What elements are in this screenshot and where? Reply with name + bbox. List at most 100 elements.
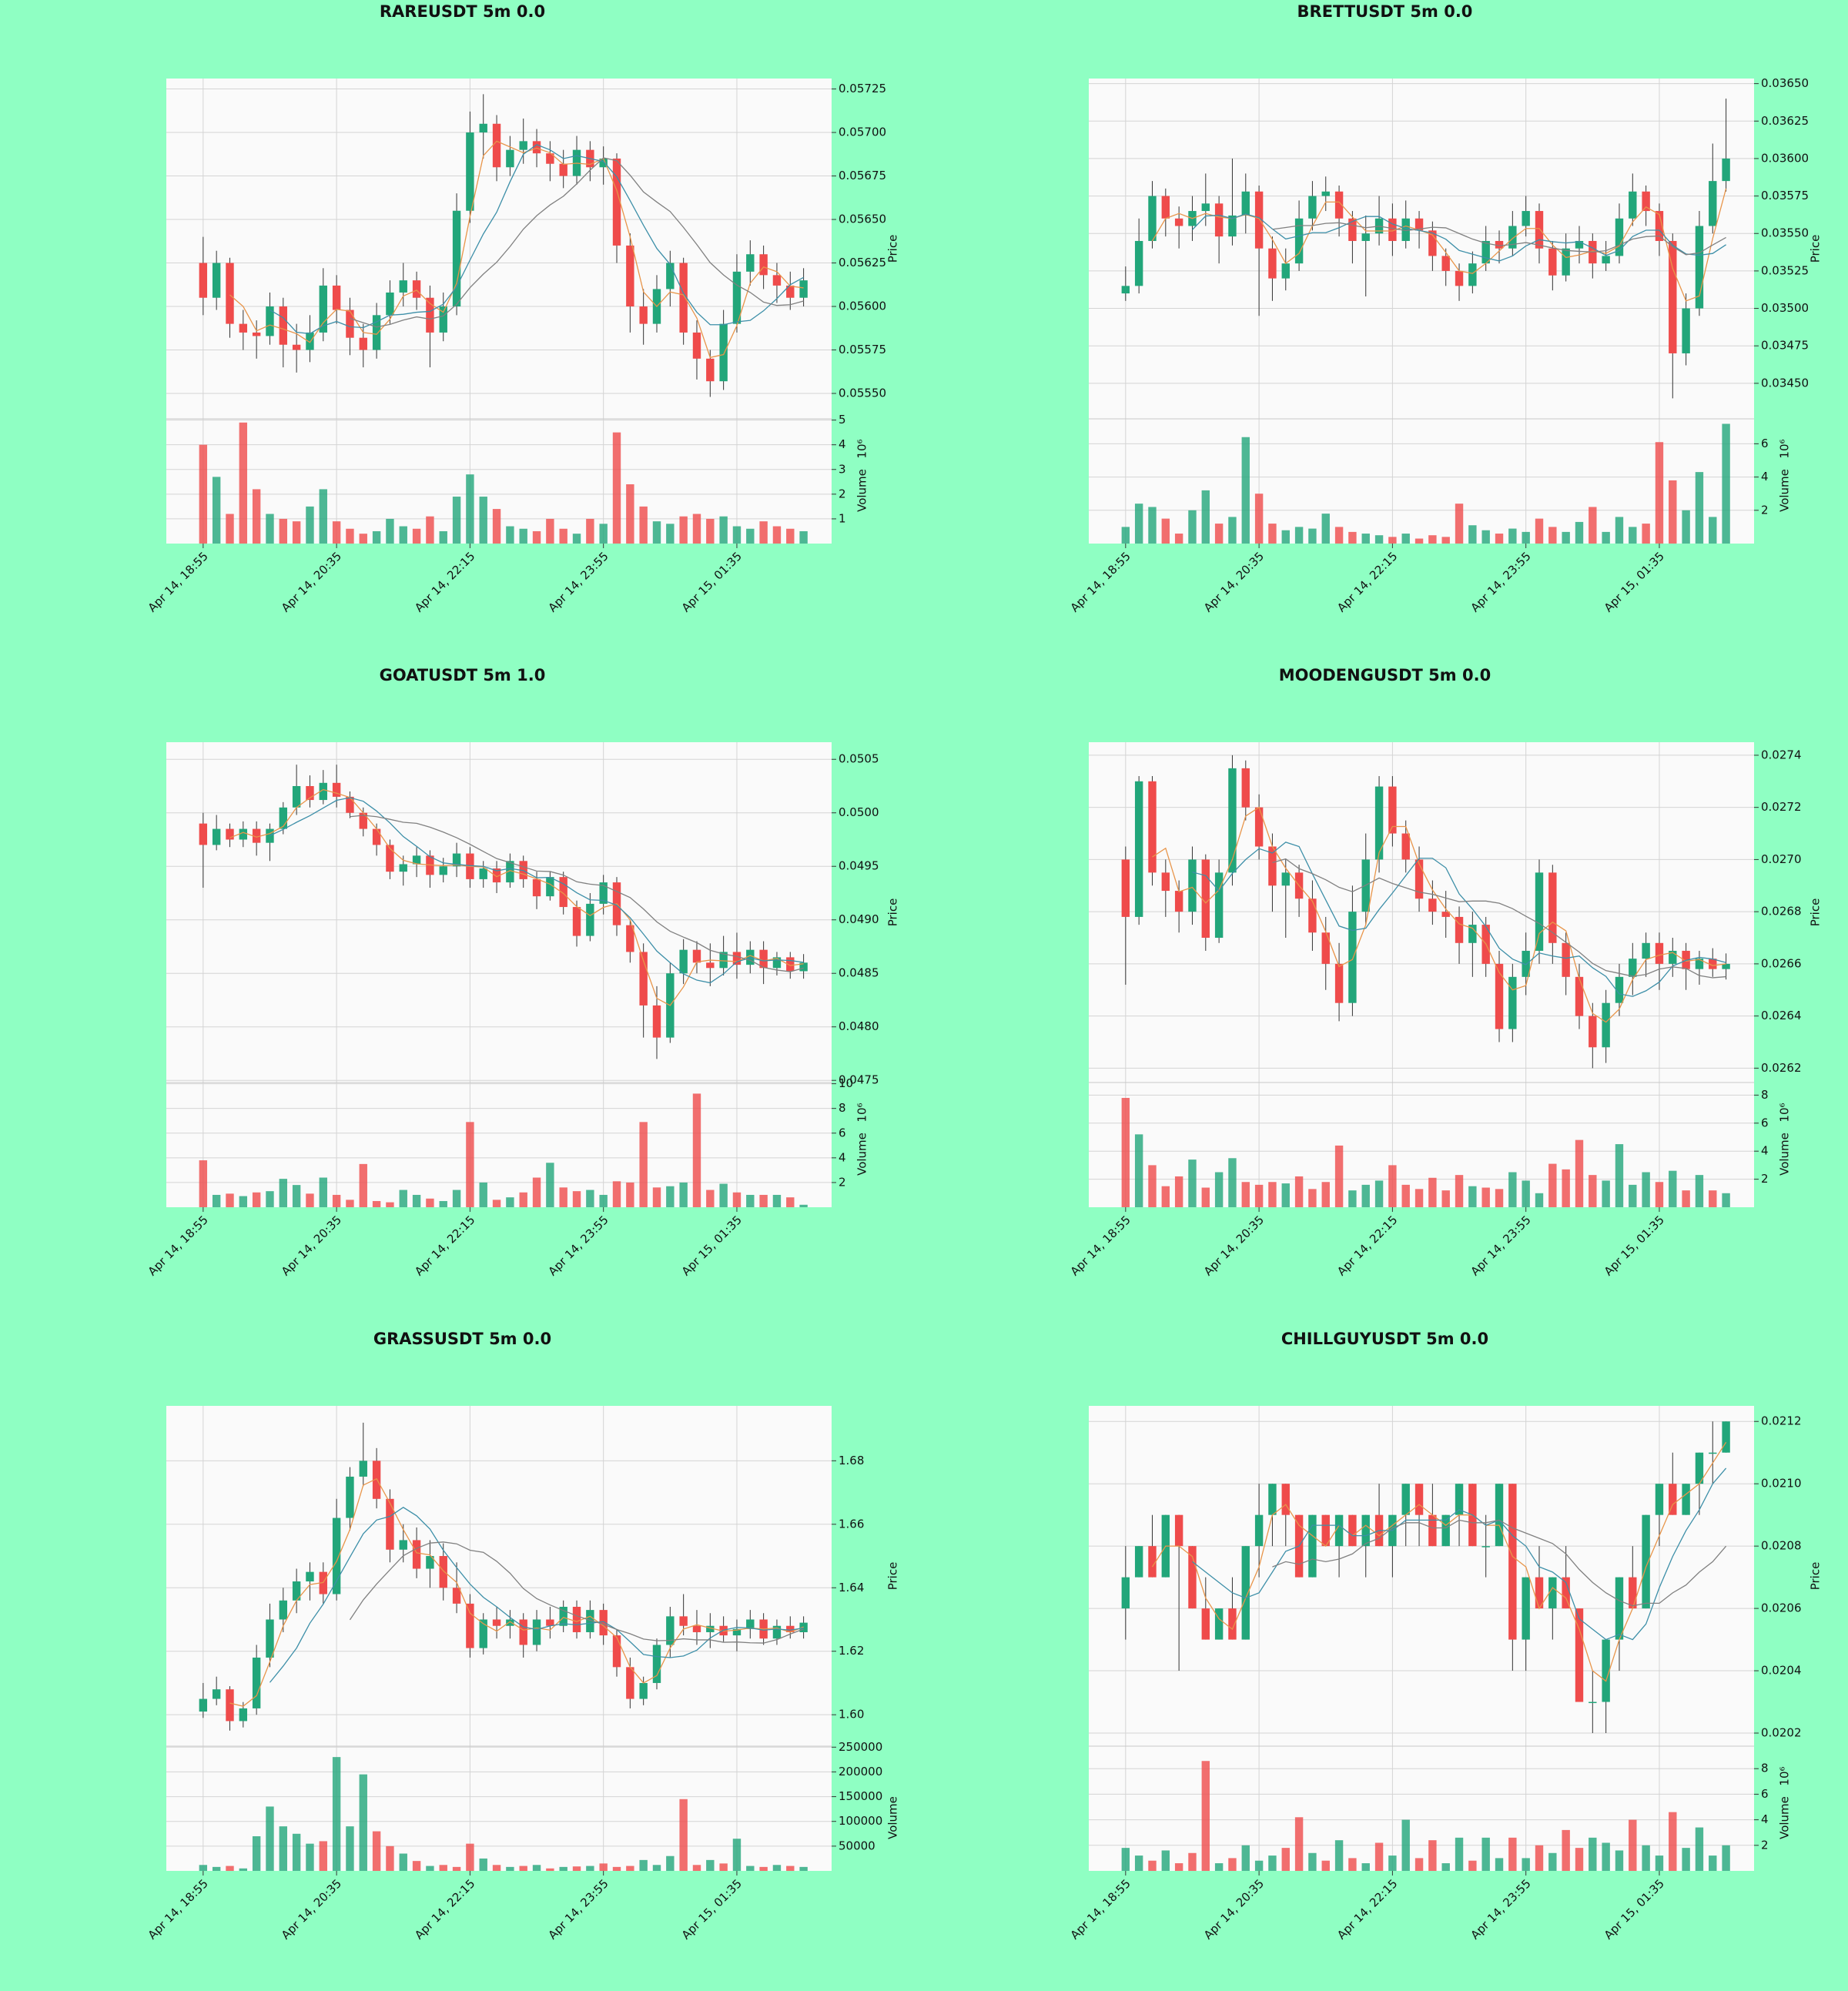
volume-bar [1575, 1139, 1584, 1207]
y-tick-label: 0.0262 [1761, 1061, 1802, 1075]
volume-bar [1709, 1855, 1717, 1871]
volume-bar [239, 422, 248, 544]
chart-title: BRETTUSDT 5m 0.0 [1297, 2, 1473, 21]
candle-body [1254, 191, 1264, 249]
volume-bar [1228, 517, 1237, 544]
moving-average [1192, 1467, 1727, 1641]
candle-body [1428, 1514, 1437, 1547]
x-tick-label: Apr 14, 22:15 [412, 1876, 477, 1942]
volume-bar [799, 1866, 808, 1871]
candle-body [1161, 872, 1170, 892]
candle-body [706, 358, 715, 382]
chart-title: GRASSUSDT 5m 0.0 [373, 1330, 551, 1348]
candle-body [1562, 248, 1570, 276]
volume-bar [199, 1160, 208, 1207]
volume-tick-label: 4 [1761, 1812, 1769, 1826]
candle-body [666, 1616, 675, 1645]
moving-average [350, 815, 804, 972]
x-tick-label: Apr 14, 22:15 [412, 1213, 477, 1278]
candle-body [492, 123, 501, 168]
volume-bar [1629, 1184, 1637, 1207]
volume-bar [1642, 1845, 1650, 1871]
candle-body [199, 1698, 208, 1712]
volume-tick-label: 2 [839, 487, 846, 500]
moving-average [269, 1507, 804, 1683]
x-tick-label: Apr 14, 18:55 [146, 1213, 211, 1278]
y-tick-label: 1.66 [839, 1517, 864, 1531]
candle-body [1589, 1702, 1597, 1704]
y-tick-label: 0.0264 [1761, 1009, 1802, 1022]
x-tick-label: Apr 14, 22:15 [412, 549, 477, 614]
moving-average [1151, 188, 1727, 302]
candle-body [1134, 781, 1143, 917]
volume-bar [1134, 1855, 1143, 1871]
volume-bar [1615, 1144, 1624, 1207]
volume-bar [1254, 1860, 1264, 1871]
volume-tick-label: 2 [1761, 1838, 1769, 1852]
volume-bar [746, 1866, 755, 1871]
candle-body [559, 1606, 567, 1626]
volume-offset-label: 10⁶ [855, 1103, 869, 1122]
candle-body [479, 1619, 487, 1648]
volume-background [166, 1746, 832, 1871]
plot-background [1089, 79, 1754, 419]
volume-bar [1308, 1852, 1317, 1871]
volume-bar [1188, 1159, 1197, 1207]
y-tick-label: 0.03650 [1761, 76, 1809, 90]
volume-bar [212, 1194, 221, 1207]
volume-bar [319, 1841, 327, 1871]
candle-body [1575, 240, 1584, 249]
candle-body [412, 1540, 421, 1569]
moving-average [1192, 213, 1726, 262]
volume-bar [719, 1863, 728, 1871]
volume-bar [1522, 531, 1530, 544]
candle-body [1188, 859, 1197, 912]
volume-bar [1722, 1193, 1730, 1207]
volume-bar [279, 518, 287, 544]
volume-bar [1361, 534, 1370, 544]
volume-tick-label: 4 [1761, 470, 1769, 484]
x-tick-label: Apr 15, 01:35 [679, 1213, 745, 1278]
volume-bar [1241, 1845, 1250, 1871]
volume-bar [1201, 1761, 1210, 1871]
candle-body [226, 1689, 234, 1722]
volume-bar [372, 1831, 381, 1871]
volume-axis-label: Volume [855, 469, 869, 512]
x-tick-label: Apr 14, 22:15 [1334, 549, 1400, 614]
candle-body [1589, 1016, 1597, 1048]
volume-bar [1722, 423, 1730, 544]
volume-bar [1562, 1829, 1570, 1871]
volume-bar [732, 1839, 742, 1871]
volume-bar [612, 1181, 621, 1207]
candle-body [719, 952, 728, 969]
y-axis-label: Price [886, 898, 900, 927]
candle-body [439, 306, 447, 333]
candle-body [1188, 1546, 1197, 1609]
candle-body [359, 812, 367, 829]
candle-body [1241, 768, 1250, 808]
candle-body [506, 149, 514, 168]
volume-bar [586, 1190, 594, 1207]
y-tick-label: 0.05600 [839, 299, 886, 313]
volume-bar [1495, 1858, 1504, 1871]
candle-body [1575, 976, 1584, 1016]
volume-bar [1321, 1860, 1330, 1871]
volume-tick-label: 100000 [839, 1814, 882, 1828]
y-tick-label: 0.03475 [1761, 339, 1809, 353]
volume-bar [1201, 490, 1210, 544]
candle-body [559, 163, 567, 176]
volume-bar [1348, 531, 1357, 544]
volume-bar [1281, 1848, 1290, 1871]
candle-body [1361, 233, 1370, 241]
candle-body [1602, 256, 1610, 264]
volume-bar [1722, 1845, 1730, 1871]
volume-bar [599, 1863, 608, 1871]
volume-bar [1268, 524, 1277, 544]
candle-body [1414, 1484, 1424, 1515]
volume-tick-label: 2 [1761, 1172, 1769, 1186]
candle-body [346, 1476, 354, 1518]
volume-bar [226, 1193, 234, 1207]
candle-body [1629, 959, 1637, 977]
candle-body [746, 949, 755, 965]
candle-body [1228, 1608, 1237, 1640]
